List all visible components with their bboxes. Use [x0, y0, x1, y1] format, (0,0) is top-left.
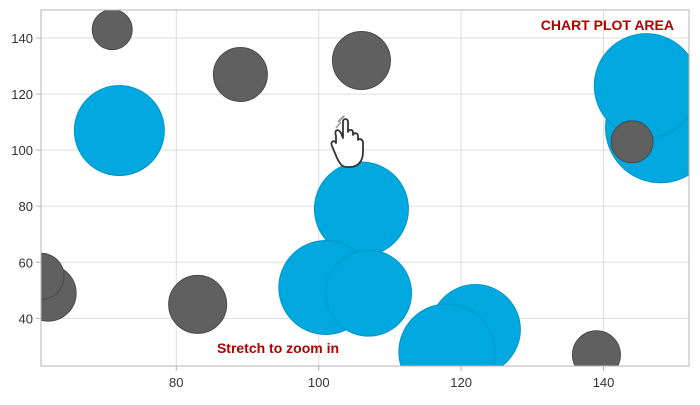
y-tick-label: 60 — [19, 255, 33, 270]
bubble-gray[interactable] — [168, 274, 228, 334]
x-tick-label: 80 — [169, 375, 183, 390]
y-tick-label: 140 — [11, 31, 33, 46]
x-tick-label: 100 — [308, 375, 330, 390]
bubble-blue[interactable] — [398, 303, 496, 400]
zoom-hint-label: Stretch to zoom in — [217, 340, 339, 356]
y-tick-label: 80 — [19, 199, 33, 214]
bubble-gray[interactable] — [571, 330, 621, 379]
pinch-zoom-hand-icon — [330, 115, 364, 168]
y-tick-label: 40 — [19, 311, 33, 326]
plot-area-border — [40, 9, 690, 367]
x-tick-label: 140 — [593, 375, 615, 390]
bubble-gray[interactable] — [610, 120, 654, 164]
bubble-gray[interactable] — [91, 10, 133, 51]
x-tick-label: 120 — [450, 375, 472, 390]
bubble-gray[interactable] — [18, 252, 65, 300]
y-tick-label: 120 — [11, 87, 33, 102]
bubble-gray[interactable] — [331, 30, 391, 90]
bubble-blue[interactable] — [73, 85, 165, 177]
y-tick-label: 100 — [11, 143, 33, 158]
axes: 80 100 120 140 40 60 80 100 120 140 — [11, 31, 614, 390]
bubble-blue[interactable] — [325, 249, 413, 337]
bubbles-layer[interactable] — [18, 10, 700, 400]
bubble-gray[interactable] — [212, 46, 268, 102]
bubble-blue[interactable] — [593, 33, 698, 139]
plot-area-label: CHART PLOT AREA — [541, 17, 674, 33]
